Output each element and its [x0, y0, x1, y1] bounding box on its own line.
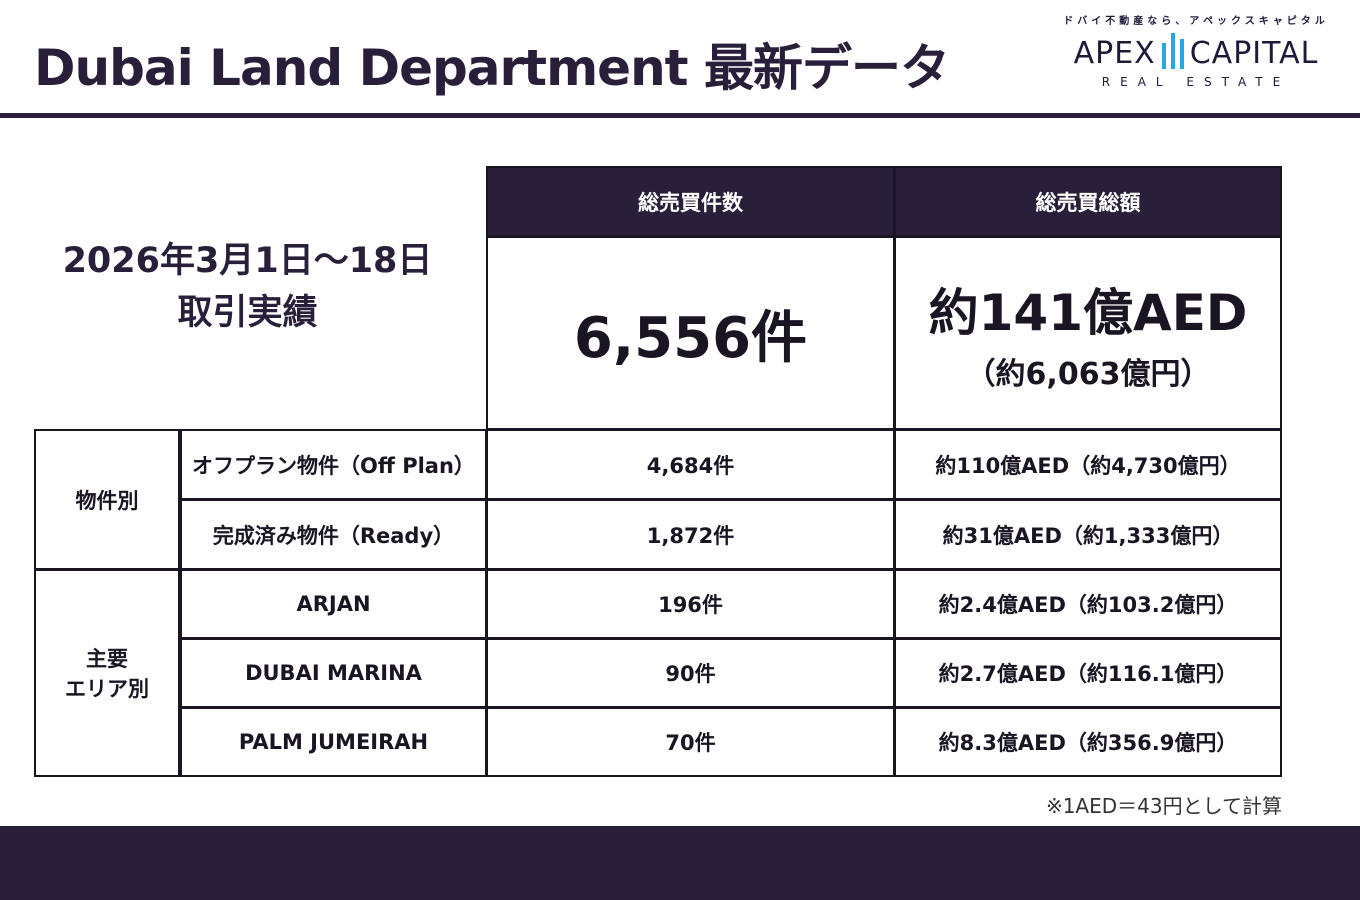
- footer-band: [0, 826, 1360, 900]
- row-name: 完成済み物件（Ready）: [180, 499, 487, 570]
- logo-tagline: ドバイ不動産なら、アペックスキャピタル: [1063, 16, 1329, 27]
- apex-capital-logo: ドバイ不動産なら、アペックスキャピタル APEX CAPITAL REAL EST…: [1056, 12, 1336, 102]
- exchange-note: ※1AED＝43円として計算: [1045, 794, 1282, 818]
- logo-bars-icon: [1161, 33, 1184, 69]
- row-name: DUBAI MARINA: [180, 638, 487, 708]
- row-name: PALM JUMEIRAH: [180, 707, 487, 777]
- row-amount: 約110億AED（約4,730億円）: [894, 429, 1282, 500]
- period-label: 2026年3月1日〜18日 取引実績: [35, 235, 460, 339]
- row-count: 70件: [486, 707, 895, 777]
- period-caption: 取引実績: [177, 293, 318, 333]
- total-amount-aed: 約141億AED: [928, 284, 1248, 342]
- header-amount: 総売買総額: [894, 166, 1282, 237]
- row-count: 4,684件: [486, 429, 895, 500]
- group-label-area: 主要 エリア別: [34, 569, 180, 777]
- total-count: 6,556件: [486, 236, 895, 430]
- row-count: 196件: [486, 569, 895, 639]
- row-amount: 約2.4億AED（約103.2億円）: [894, 569, 1282, 639]
- page-title: Dubai Land Department 最新データ: [34, 39, 950, 97]
- group-label-area-1: 主要: [86, 647, 128, 671]
- row-amount: 約2.7億AED（約116.1億円）: [894, 638, 1282, 708]
- total-amount-jpy: （約6,063億円）: [965, 357, 1211, 392]
- row-amount: 約31億AED（約1,333億円）: [894, 499, 1282, 570]
- header-divider: [0, 113, 1360, 118]
- logo-name-right: CAPITAL: [1189, 36, 1319, 71]
- row-name: ARJAN: [180, 569, 487, 639]
- period-date: 2026年3月1日〜18日: [62, 241, 433, 281]
- logo-name-left: APEX: [1073, 36, 1156, 71]
- row-name: オフプラン物件（Off Plan）: [180, 429, 487, 500]
- header-count: 総売買件数: [486, 166, 895, 237]
- row-count: 1,872件: [486, 499, 895, 570]
- row-count: 90件: [486, 638, 895, 708]
- logo-sub: REAL ESTATE: [1101, 75, 1291, 89]
- group-label-area-2: エリア別: [65, 677, 149, 701]
- total-amount: 約141億AED （約6,063億円）: [894, 236, 1282, 430]
- group-label-property: 物件別: [34, 429, 180, 570]
- row-amount: 約8.3億AED（約356.9億円）: [894, 707, 1282, 777]
